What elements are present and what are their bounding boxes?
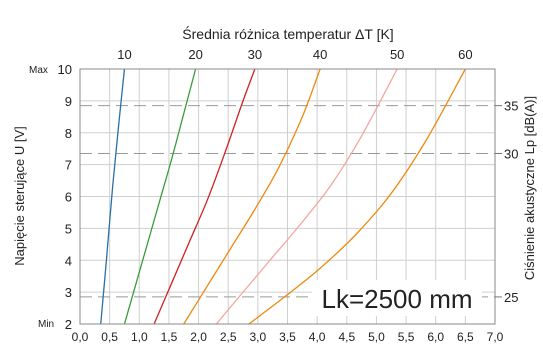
x-tick-label: 6,5 [457,330,474,344]
x-tick-label: 6,0 [427,330,444,344]
series-label-20: 20 [188,47,202,62]
x-tick-label: 5,5 [398,330,415,344]
series-line-40 [183,68,321,325]
series-line-20 [123,68,197,325]
y-max-label: Max [29,65,48,76]
right-tick-label: 30 [504,146,518,161]
x-axis-ticks: 0,0 0,5 1,0 1,5 2,0 2,5 3,0 3,5 4,0 4,5 5,0 5,5 6,0 6… [72,330,504,344]
x-tick-label: 5,0 [368,330,385,344]
y-axis-left-label: Napięcie sterujące U [V] [12,126,27,265]
x-tick-label: 4,0 [309,330,326,344]
series-label-40: 40 [313,47,327,62]
y-axis-ticks: 2 3 4 5 6 7 8 9 10 [58,62,72,332]
y-tick-label: 7 [65,158,72,173]
y-tick-label: 3 [65,285,72,300]
x-tick-label: 2,5 [220,330,237,344]
right-tick-label: 35 [504,99,518,114]
y-axis-right-label: Ciśnienie akustyczne Lp [dB(A)] [522,96,537,280]
x-tick-label: 2,0 [190,330,207,344]
y-tick-label: 4 [65,253,72,268]
series-line-50 [215,68,398,325]
plot-frame [79,68,496,325]
series-lines [100,68,466,325]
series-label-10: 10 [117,47,131,62]
y-tick-label: 9 [65,94,72,109]
series-label-30: 30 [248,47,262,62]
x-tick-label: 0,5 [101,330,118,344]
x-tick-label: 0,0 [72,330,89,344]
y-tick-label: 6 [65,190,72,205]
series-label-50: 50 [390,47,404,62]
x-tick-label: 4,5 [338,330,355,344]
series-line-10 [100,68,126,325]
right-tick-label: 25 [504,290,518,305]
series-labels: 10 20 30 40 50 60 [117,47,472,62]
x-tick-label: 3,0 [250,330,267,344]
y-min-label: Min [38,319,54,330]
series-label-60: 60 [458,47,472,62]
annotation-background [312,280,482,316]
x-tick-label: 1,5 [161,330,178,344]
x-tick-label: 1,0 [131,330,148,344]
series-line-60 [248,68,466,325]
annotation-length: Lk=2500 mm [321,284,472,314]
y-tick-label: 5 [65,221,72,236]
chart-title: Średnia różnica temperatur ΔT [K] [182,25,393,42]
series-line-30 [153,68,256,325]
y-tick-label: 8 [65,126,72,141]
y-tick-label: 2 [65,317,72,332]
right-axis-ticks: 25 30 35 [495,99,518,305]
y-tick-label: 10 [58,62,72,77]
x-tick-label: 3,5 [279,330,296,344]
x-tick-label: 7,0 [487,330,504,344]
